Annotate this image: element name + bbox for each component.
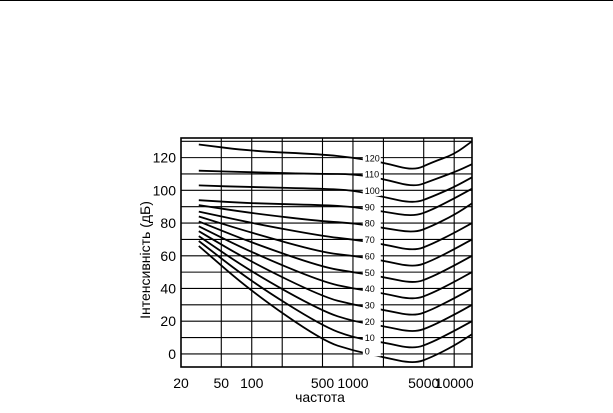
curve-label-20: 20 bbox=[365, 317, 375, 327]
curve-label-bg bbox=[362, 235, 381, 246]
curve-label-bg bbox=[362, 169, 381, 180]
y-tick-label: 80 bbox=[160, 215, 176, 231]
x-tick-label: 20 bbox=[173, 375, 189, 391]
curve-label-10: 10 bbox=[365, 333, 375, 343]
curve-70 bbox=[198, 210, 473, 251]
y-tick-label: 20 bbox=[160, 313, 176, 329]
curve-label-60: 60 bbox=[365, 251, 375, 261]
curve-label-120: 120 bbox=[365, 153, 380, 163]
x-tick-label: 50 bbox=[213, 375, 229, 391]
y-tick-label: 40 bbox=[160, 280, 176, 296]
x-tick-label: 100 bbox=[240, 375, 264, 391]
curve-label-110: 110 bbox=[365, 170, 379, 180]
curve-label-100: 100 bbox=[365, 186, 380, 196]
curve-110 bbox=[198, 163, 473, 187]
x-tick-label: 10000 bbox=[435, 375, 474, 391]
plot-frame bbox=[180, 137, 473, 368]
top-rule bbox=[0, 0, 613, 1]
curve-label-bg bbox=[362, 267, 381, 278]
curve-120 bbox=[198, 140, 473, 170]
x-tick-label: 5000 bbox=[408, 375, 439, 391]
curve-label-50: 50 bbox=[365, 268, 375, 278]
curve-label-bg bbox=[362, 153, 381, 164]
curve-label-70: 70 bbox=[365, 235, 375, 245]
x-tick-label: 500 bbox=[311, 375, 335, 391]
curve-label-40: 40 bbox=[365, 284, 375, 294]
curve-label-bg bbox=[362, 251, 381, 262]
curve-label-bg bbox=[362, 300, 381, 311]
y-tick-label: 0 bbox=[168, 346, 176, 362]
curve-label-30: 30 bbox=[365, 300, 375, 310]
curve-label-0: 0 bbox=[365, 346, 370, 356]
curve-label-90: 90 bbox=[365, 202, 375, 212]
curve-20 bbox=[198, 235, 473, 332]
y-tick-label: 100 bbox=[153, 182, 177, 198]
x-tick-label: 1000 bbox=[337, 375, 368, 391]
y-axis-label: Інтенсивність (дБ) bbox=[137, 201, 153, 319]
x-axis-label: частота bbox=[295, 389, 345, 405]
grid bbox=[180, 137, 473, 368]
curve-label-80: 80 bbox=[365, 219, 375, 229]
curve-label-bg bbox=[362, 346, 381, 357]
y-tick-label: 60 bbox=[160, 248, 176, 264]
y-tick-label: 120 bbox=[153, 150, 177, 166]
curve-label-bg bbox=[362, 202, 381, 213]
curve-label-bg bbox=[362, 316, 381, 327]
curve-label-bg bbox=[362, 185, 381, 196]
curve-label-bg bbox=[362, 284, 381, 295]
curve-80 bbox=[198, 202, 473, 233]
curve-60 bbox=[198, 215, 473, 267]
curve-label-bg bbox=[362, 218, 381, 229]
curve-label-bg bbox=[362, 333, 381, 344]
